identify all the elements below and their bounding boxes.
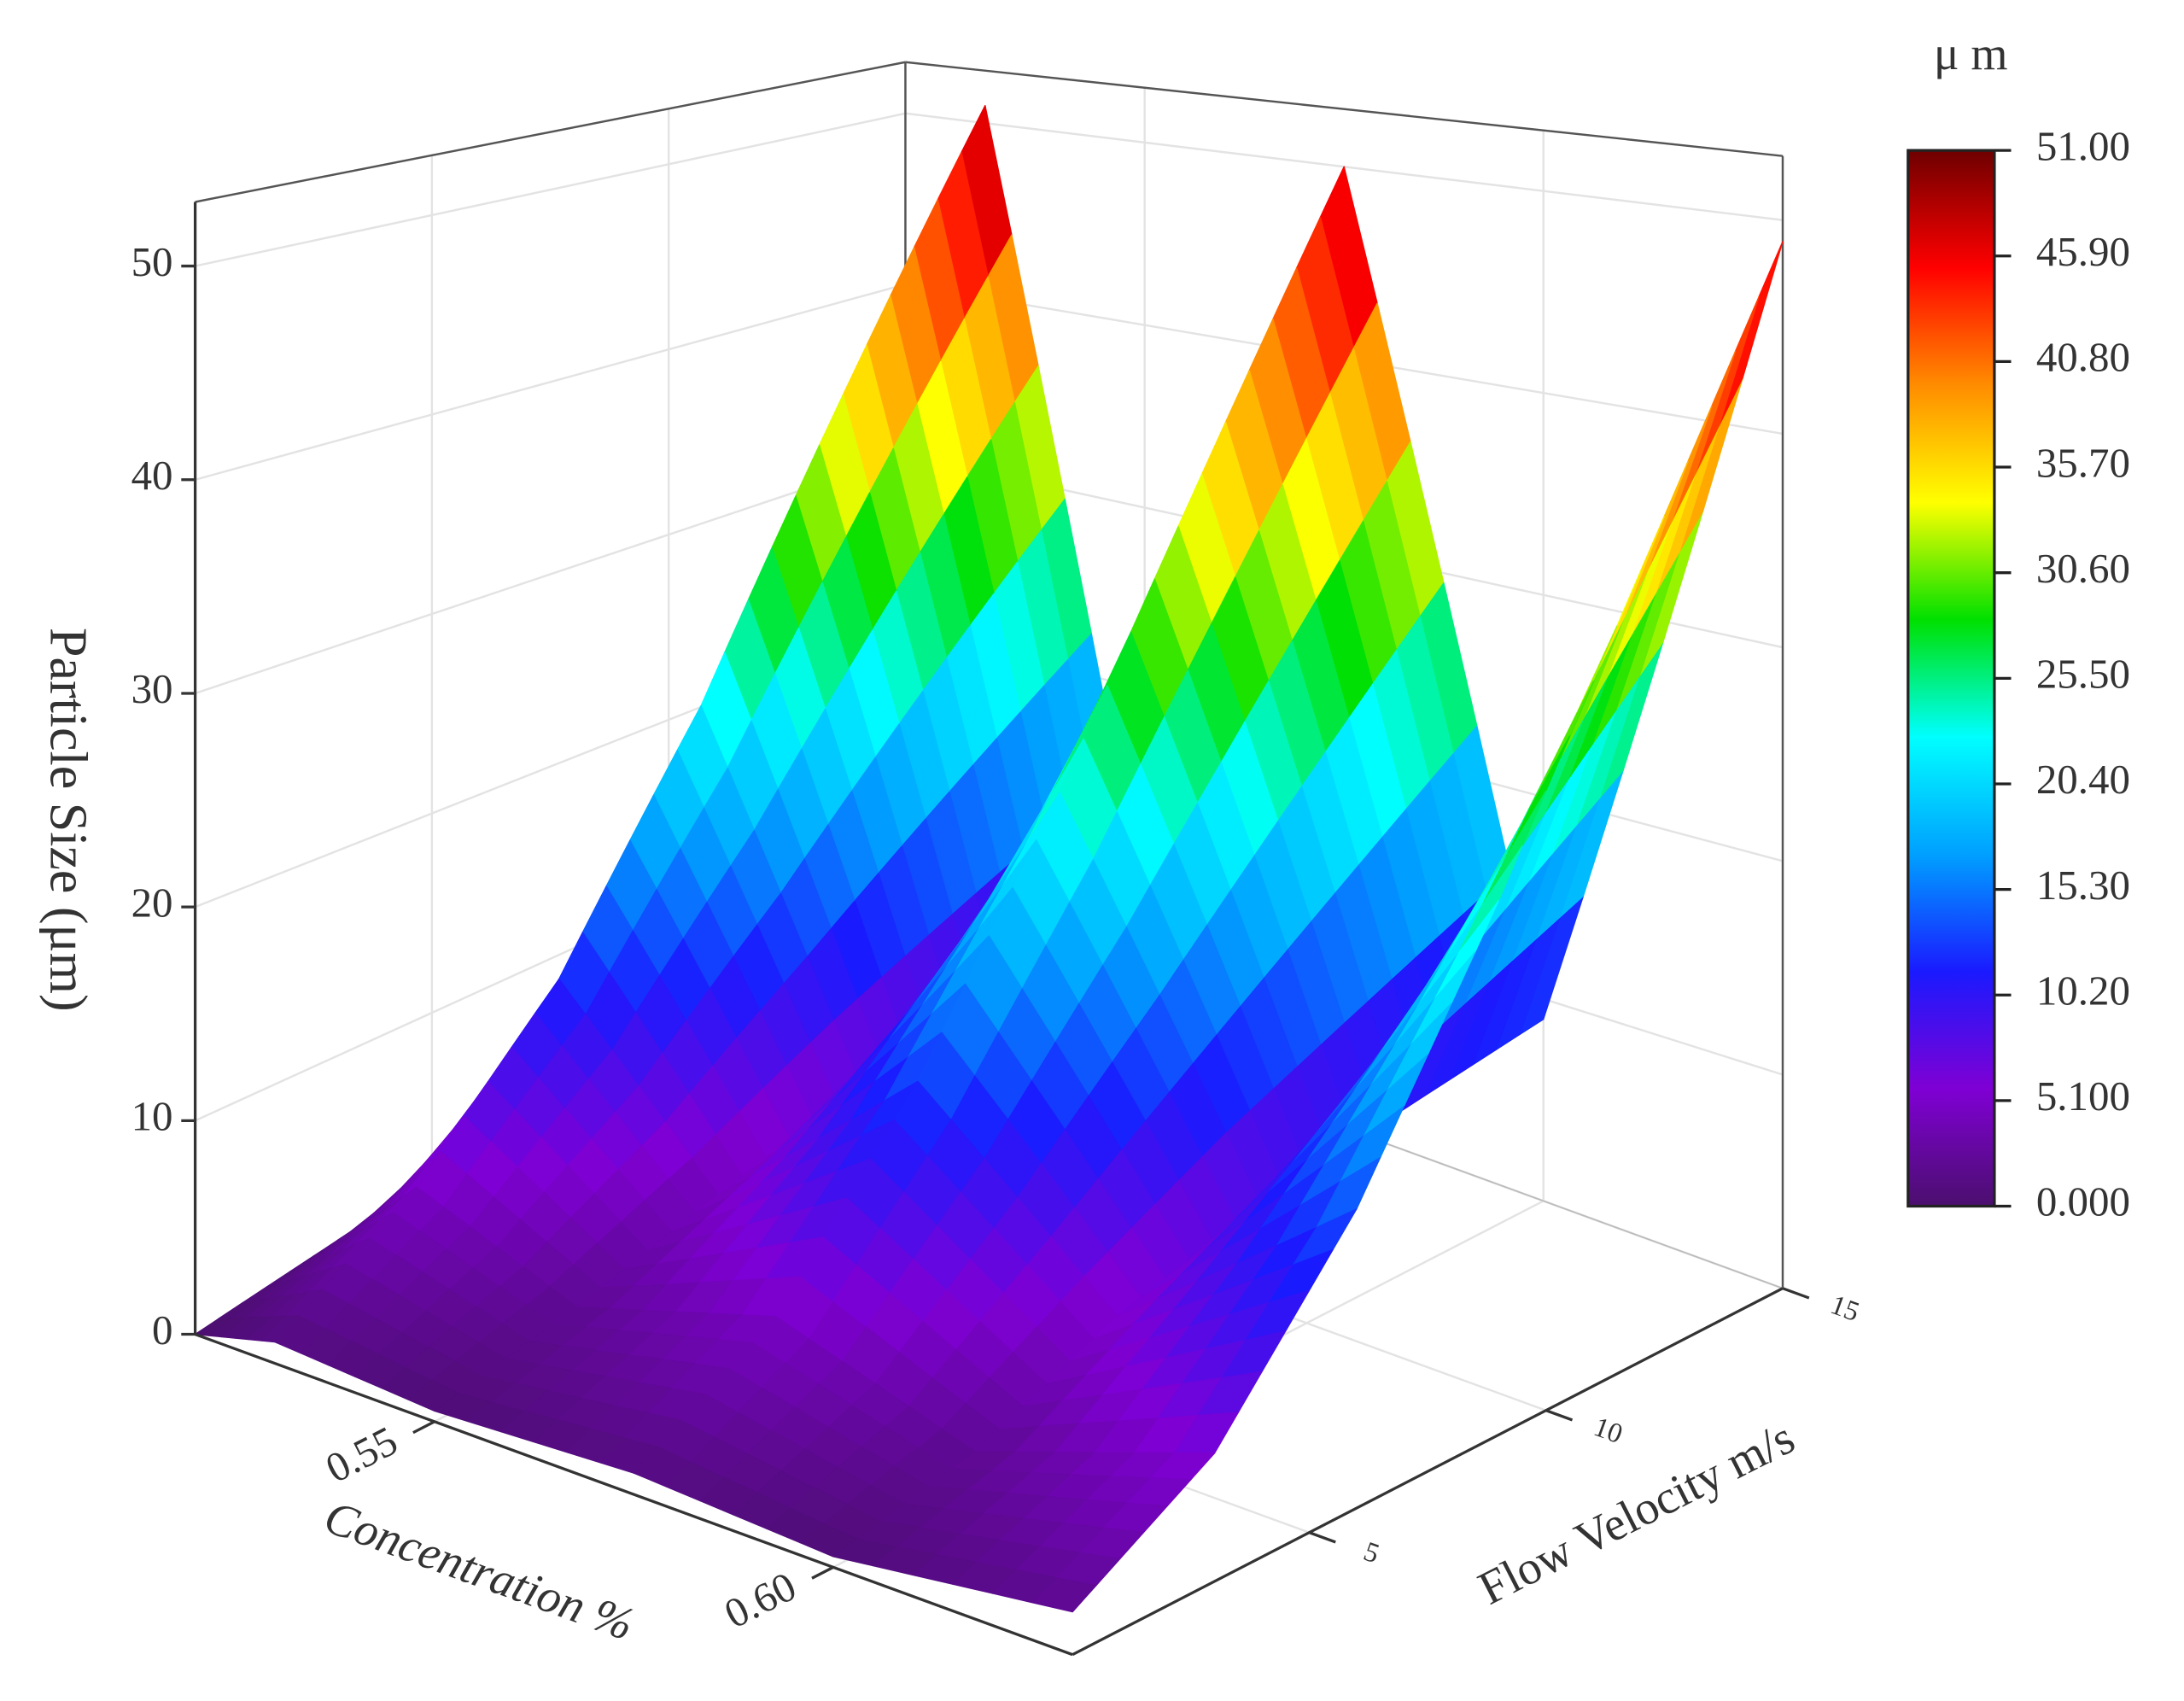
z-tick-label: 40	[131, 452, 173, 499]
z-axis-label: Particle Size (μm)	[38, 628, 96, 1012]
y-tick	[1545, 1409, 1574, 1422]
colorbar-tick-label: 30.60	[2036, 545, 2130, 592]
colorbar-tick-label: 5.100	[2036, 1073, 2130, 1119]
colorbar-tick-label: 51.00	[2036, 122, 2130, 169]
x-tick	[412, 1420, 435, 1435]
colorbar-tick-label: 45.90	[2036, 228, 2130, 275]
box-edge	[905, 61, 1784, 157]
colorbar-tick-label: 20.40	[2036, 756, 2130, 803]
colorbar-tick-label: 0.000	[2036, 1178, 2130, 1225]
surface-patch	[1718, 241, 1784, 426]
z-tick-label: 30	[131, 665, 173, 712]
x-tick-label: 0.60	[717, 1563, 803, 1638]
y-tick-label: 15	[1826, 1289, 1863, 1328]
y-tick	[1782, 1287, 1810, 1300]
colorbar-tick-label: 15.30	[2036, 862, 2130, 909]
colorbar	[1907, 149, 1996, 1208]
colorbar-tick-label: 35.70	[2036, 439, 2130, 486]
x-tick-label: 0.55	[318, 1417, 405, 1492]
surface-patch	[1031, 1576, 1097, 1613]
y-tick	[1308, 1531, 1336, 1544]
z-tick-label: 10	[131, 1093, 173, 1140]
colorbar-tick-label: 25.50	[2036, 651, 2130, 698]
x-tick	[811, 1565, 834, 1580]
y-axis-label: Flow Velocity m/s	[1470, 1411, 1802, 1614]
y-tick-label: 5	[1359, 1536, 1383, 1569]
z-tick-label: 0	[152, 1306, 172, 1353]
y-axis	[1072, 1287, 1784, 1657]
z-tick-label: 50	[131, 238, 173, 285]
z-tick-label: 20	[131, 879, 173, 926]
box-edge	[195, 61, 906, 203]
x-axis-label: Concentration %	[318, 1490, 640, 1650]
y-tick-label: 10	[1590, 1412, 1626, 1450]
surface-patch	[1655, 424, 1720, 593]
colorbar-label: μ m	[1934, 27, 2008, 79]
x-axis	[195, 1333, 1073, 1657]
surface-patch	[1695, 295, 1760, 474]
colorbar-tick-label: 40.80	[2036, 334, 2130, 381]
colorbar-tick-label: 10.20	[2036, 967, 2130, 1014]
